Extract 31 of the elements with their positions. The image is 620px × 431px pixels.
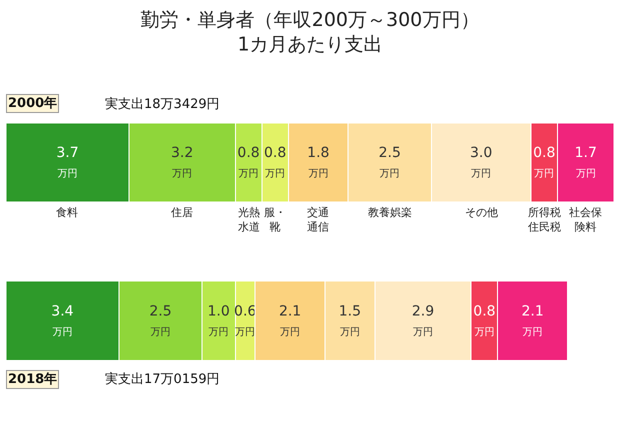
series-label: 社会保険料 — [569, 206, 602, 234]
data-label: 1.5 万円 — [338, 303, 362, 338]
data-label: 1.8 万円 — [307, 145, 330, 180]
data-label: 3.0 万円 — [470, 145, 492, 180]
series-label: 光熱水道 — [238, 206, 260, 234]
data-label: 2.1 万円 — [278, 303, 302, 338]
data-label: 2.9 万円 — [412, 303, 434, 338]
data-label: 3.2 万円 — [170, 145, 194, 180]
data-label: 0.8 万円 — [473, 303, 496, 338]
data-label: 3.4 万円 — [51, 303, 74, 338]
data-label: 2.1 万円 — [521, 303, 544, 338]
data-label: 1.7 万円 — [574, 145, 597, 180]
data-label: 2.5 万円 — [149, 303, 172, 338]
series-label: その他 — [465, 206, 498, 219]
series-label: 服・靴 — [264, 206, 286, 234]
data-label: 2.5 万円 — [378, 145, 401, 180]
data-label: 0.8 万円 — [533, 145, 556, 180]
series-label: 住居 — [171, 206, 193, 219]
y-tick-label: 2018年 — [8, 372, 58, 387]
data-label: 1.0 万円 — [208, 303, 230, 338]
series-label: 食料 — [56, 206, 78, 219]
data-label: 0.8 万円 — [237, 145, 260, 180]
data-label: 3.7 万円 — [56, 145, 79, 180]
annotation: 実支出18万3429円 — [105, 96, 220, 112]
data-label: 0.8 万円 — [264, 145, 286, 180]
annotation: 実支出17万0159円 — [105, 371, 220, 387]
text: 勤労・単身者（年収200万～300万円） 1カ月あたり支出 — [140, 8, 480, 56]
series-label: 所得税住民税 — [528, 206, 561, 234]
y-tick-label: 2000年 — [8, 96, 58, 111]
series-label: 交通通信 — [307, 206, 329, 234]
series-label: 教養娯楽 — [368, 206, 412, 219]
